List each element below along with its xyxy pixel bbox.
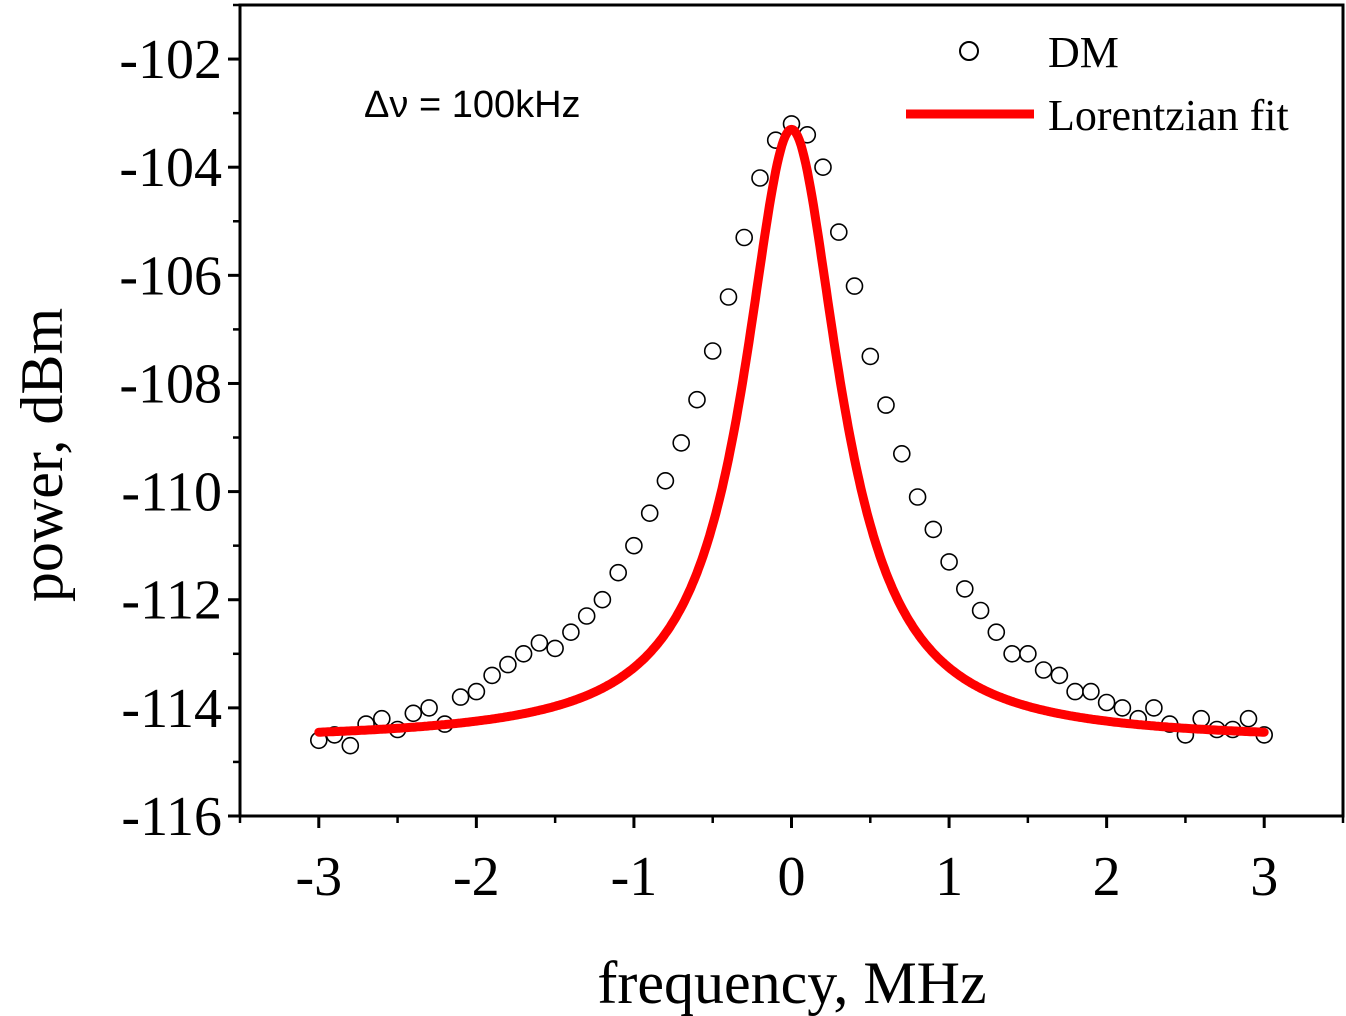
y-axis-title: power, dBm (9, 308, 75, 602)
legend-dm-label: DM (1048, 28, 1119, 77)
dm-data-point (341, 736, 360, 755)
dm-data-point (546, 639, 564, 658)
y-tick-label: -106 (119, 245, 222, 307)
legend: DM Lorentzian fit (906, 28, 1289, 140)
linewidth-annotation: Δν = 100kHz (364, 84, 581, 126)
dm-data-point (1003, 644, 1021, 663)
dm-data-point (1239, 709, 1258, 728)
dm-data-point (861, 347, 880, 366)
dm-data-point (735, 228, 754, 247)
dm-data-point (908, 488, 927, 506)
plot-frame (238, 3, 1345, 818)
dm-data-point (1192, 709, 1210, 728)
x-axis-title: frequency, MHz (597, 950, 986, 1016)
y-tick-label: -114 (121, 678, 222, 740)
legend-dm-marker (959, 41, 979, 61)
dm-data-point (1034, 661, 1053, 679)
x-tick-label: -3 (295, 846, 342, 908)
dm-data-point (877, 396, 895, 414)
x-tick-label: 0 (778, 846, 806, 908)
dm-data-point (845, 277, 864, 295)
dm-data-point (420, 699, 438, 717)
dm-data-point (814, 158, 832, 176)
dm-data-point (593, 590, 612, 609)
x-tick-label: -1 (611, 846, 658, 908)
dm-data-point (688, 390, 706, 409)
dm-data-point (829, 223, 848, 241)
dm-data-point (1050, 666, 1069, 685)
dm-data-point (955, 580, 974, 598)
lorentzian-fit-line (314, 124, 1269, 737)
y-tick-label: -104 (119, 137, 222, 199)
dm-data-point (656, 471, 675, 490)
dm-data-point (940, 553, 958, 571)
dm-data-point (1145, 699, 1163, 717)
dm-data-point (672, 434, 691, 452)
dm-data-point (751, 169, 769, 187)
tick-labels: -3 -2 -1 0 1 2 3 -116 -114 -112 -110 -108 -106 -104 -1… (119, 29, 1278, 908)
dm-data-points (309, 115, 1273, 755)
dm-data-point (987, 623, 1006, 642)
y-tick-label: -112 (121, 570, 222, 632)
dm-data-point (609, 563, 628, 582)
x-tick-label: 3 (1250, 846, 1278, 908)
dm-data-point (514, 644, 533, 663)
dm-data-point (1082, 682, 1100, 701)
x-tick-label: 2 (1093, 846, 1121, 908)
dm-data-point (1097, 693, 1116, 712)
dm-data-point (372, 709, 391, 728)
legend-fit-label: Lorentzian fit (1048, 91, 1289, 140)
dm-data-point (483, 666, 501, 685)
y-tick-label: -102 (119, 29, 222, 91)
dm-data-point (467, 682, 486, 701)
dm-data-point (1019, 644, 1037, 663)
dm-data-point (892, 444, 911, 463)
dm-data-point (971, 601, 990, 620)
y-tick-label: -110 (121, 462, 222, 524)
dm-data-point (703, 342, 722, 360)
dm-data-point (640, 504, 659, 523)
dm-data-point (1066, 682, 1084, 701)
dm-data-point (577, 607, 596, 625)
dm-data-point (1113, 699, 1132, 717)
y-tick-label: -108 (119, 353, 222, 415)
dm-data-point (499, 655, 517, 674)
dm-data-point (562, 623, 580, 642)
dm-data-point (404, 704, 423, 723)
dm-data-point (530, 634, 549, 652)
dm-data-point (719, 288, 738, 306)
dm-data-point (451, 688, 470, 706)
x-tick-label: 1 (935, 846, 963, 908)
dm-data-point (625, 536, 643, 555)
y-tick-label: -116 (121, 786, 222, 848)
dm-data-point (924, 520, 943, 539)
x-tick-label: -2 (453, 846, 500, 908)
